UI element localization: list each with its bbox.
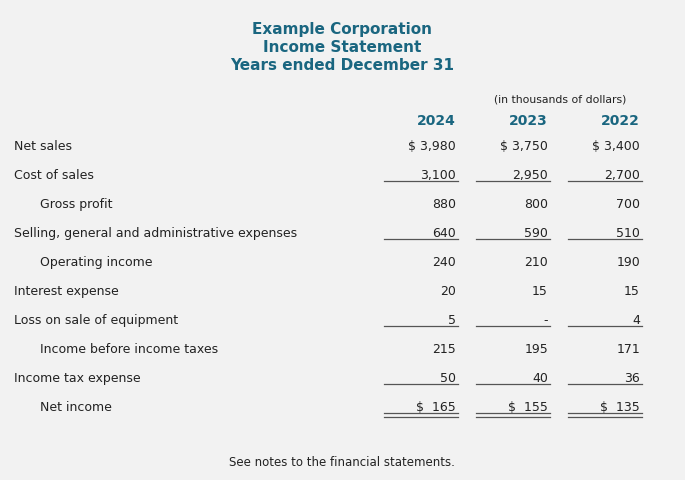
Text: 4: 4: [632, 313, 640, 326]
Text: 240: 240: [432, 255, 456, 268]
Text: 171: 171: [616, 342, 640, 355]
Text: 3,100: 3,100: [421, 168, 456, 181]
Text: 15: 15: [532, 285, 548, 298]
Text: 800: 800: [524, 198, 548, 211]
Text: 5: 5: [448, 313, 456, 326]
Text: $  165: $ 165: [416, 400, 456, 413]
Text: 15: 15: [624, 285, 640, 298]
Text: 590: 590: [524, 227, 548, 240]
Text: 20: 20: [440, 285, 456, 298]
Text: 2024: 2024: [417, 114, 456, 128]
Text: Years ended December 31: Years ended December 31: [230, 58, 454, 73]
Text: Operating income: Operating income: [40, 255, 153, 268]
Text: 190: 190: [616, 255, 640, 268]
Text: 880: 880: [432, 198, 456, 211]
Text: $  135: $ 135: [600, 400, 640, 413]
Text: 36: 36: [624, 371, 640, 384]
Text: Example Corporation: Example Corporation: [252, 22, 432, 37]
Text: Gross profit: Gross profit: [40, 198, 112, 211]
Text: Loss on sale of equipment: Loss on sale of equipment: [14, 313, 178, 326]
Text: $ 3,980: $ 3,980: [408, 140, 456, 153]
Text: 50: 50: [440, 371, 456, 384]
Text: 2022: 2022: [601, 114, 640, 128]
Text: (in thousands of dollars): (in thousands of dollars): [494, 95, 626, 105]
Text: 40: 40: [532, 371, 548, 384]
Text: 195: 195: [524, 342, 548, 355]
Text: 510: 510: [616, 227, 640, 240]
Text: $ 3,400: $ 3,400: [593, 140, 640, 153]
Text: Income tax expense: Income tax expense: [14, 371, 140, 384]
Text: 215: 215: [432, 342, 456, 355]
Text: $  155: $ 155: [508, 400, 548, 413]
Text: 210: 210: [524, 255, 548, 268]
Text: 2,700: 2,700: [604, 168, 640, 181]
Text: $ 3,750: $ 3,750: [500, 140, 548, 153]
Text: 2,950: 2,950: [512, 168, 548, 181]
Text: -: -: [543, 313, 548, 326]
Text: Net sales: Net sales: [14, 140, 72, 153]
Text: See notes to the financial statements.: See notes to the financial statements.: [229, 455, 455, 468]
Text: Income Statement: Income Statement: [263, 40, 421, 55]
Text: 640: 640: [432, 227, 456, 240]
Text: Cost of sales: Cost of sales: [14, 168, 94, 181]
Text: Interest expense: Interest expense: [14, 285, 119, 298]
Text: Selling, general and administrative expenses: Selling, general and administrative expe…: [14, 227, 297, 240]
Text: Net income: Net income: [40, 400, 112, 413]
Text: 700: 700: [616, 198, 640, 211]
Text: Income before income taxes: Income before income taxes: [40, 342, 218, 355]
Text: 2023: 2023: [509, 114, 548, 128]
